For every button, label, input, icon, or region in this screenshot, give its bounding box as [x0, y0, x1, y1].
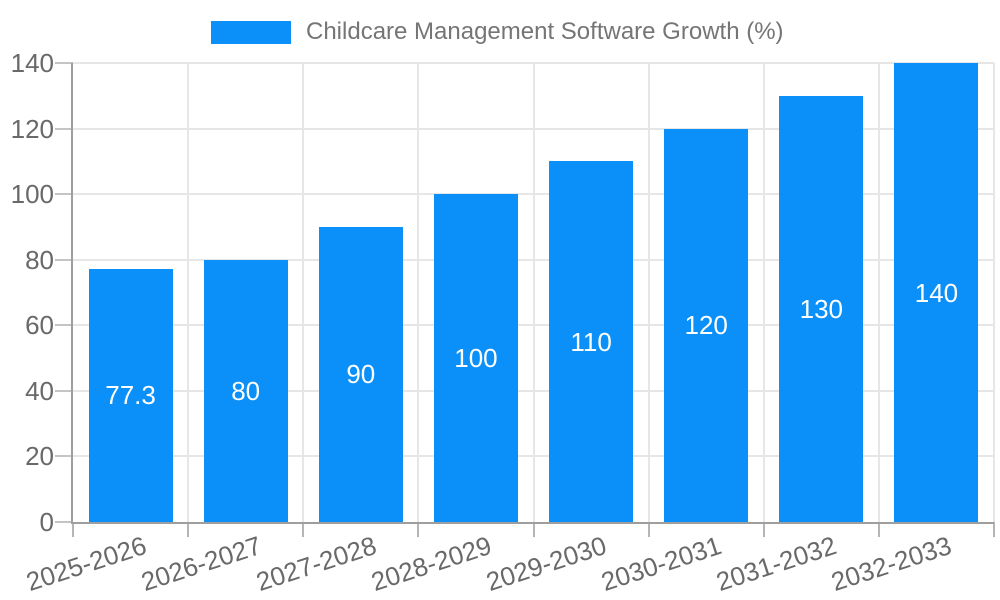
- v-gridline: [762, 63, 765, 522]
- y-axis-tick-label: 120: [10, 113, 54, 144]
- v-gridline: [417, 63, 420, 522]
- x-axis-tick: [72, 522, 74, 537]
- bar[interactable]: [318, 226, 403, 522]
- y-axis-tick-label: 100: [10, 179, 54, 210]
- y-axis-tick-label: 80: [25, 244, 54, 275]
- y-axis-tick-label: 140: [10, 48, 54, 78]
- v-gridline: [532, 63, 535, 522]
- y-axis-tick: [55, 193, 73, 196]
- y-axis-tick-label: 60: [25, 310, 54, 341]
- x-axis-tick: [762, 522, 765, 537]
- bar[interactable]: [664, 128, 749, 522]
- x-axis-tick: [302, 522, 305, 537]
- v-gridline: [302, 63, 305, 522]
- y-axis-tick: [55, 455, 73, 458]
- x-axis-tick: [647, 522, 650, 537]
- bar[interactable]: [549, 161, 634, 522]
- y-axis-tick-label: 20: [25, 441, 54, 472]
- x-axis-tick: [877, 522, 880, 537]
- y-axis-line: [71, 63, 73, 524]
- v-gridline: [647, 63, 650, 522]
- legend: Childcare Management Software Growth (%): [211, 18, 784, 46]
- bar[interactable]: [779, 95, 864, 522]
- x-axis-tick: [993, 522, 995, 537]
- y-axis-tick-label: 40: [25, 375, 54, 406]
- v-gridline: [993, 63, 995, 522]
- y-axis-tick: [55, 389, 73, 392]
- y-axis-tick: [55, 521, 73, 523]
- v-gridline: [877, 63, 880, 522]
- x-axis-tick: [187, 522, 190, 537]
- x-axis-line: [71, 522, 994, 524]
- y-axis-tick: [55, 324, 73, 327]
- legend-swatch: [211, 20, 291, 44]
- y-axis-tick: [55, 258, 73, 261]
- x-axis-tick: [417, 522, 420, 537]
- x-axis-tick: [532, 522, 535, 537]
- bar[interactable]: [894, 63, 979, 522]
- v-gridline: [187, 63, 190, 522]
- y-axis-tick: [55, 62, 73, 64]
- bar[interactable]: [88, 268, 173, 522]
- bar[interactable]: [433, 194, 518, 522]
- y-axis-tick: [55, 127, 73, 130]
- y-axis-tick-label: 0: [39, 507, 54, 537]
- bar[interactable]: [203, 259, 288, 522]
- legend-label: Childcare Management Software Growth (%): [306, 18, 784, 45]
